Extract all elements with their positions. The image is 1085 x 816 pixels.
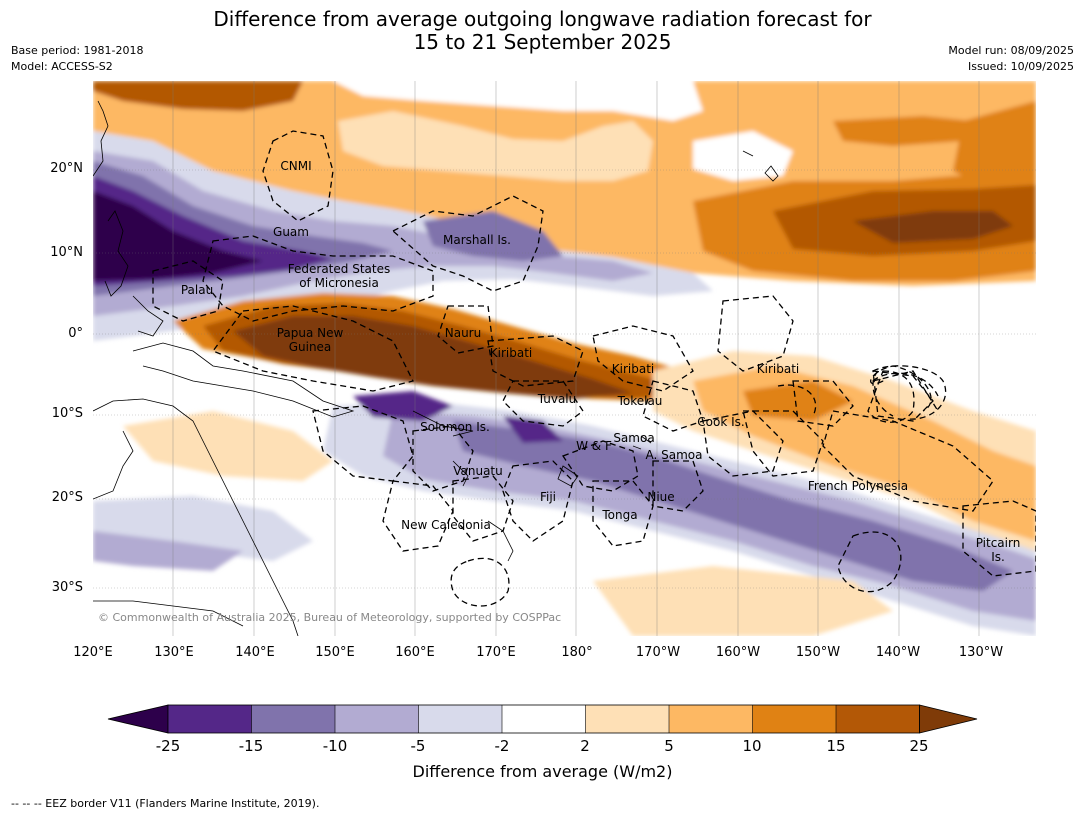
meta-right: Model run: 08/09/2025 Issued: 10/09/2025 xyxy=(948,43,1074,75)
colorbar-tick-2: 2 xyxy=(580,737,590,755)
colorbar-bin-4 xyxy=(418,705,502,733)
label-marshall-is: Marshall Is. xyxy=(443,233,511,247)
coastlines xyxy=(93,100,779,636)
label-guam: Guam xyxy=(273,225,309,239)
colorbar-min-extension xyxy=(107,704,169,734)
region-labels: CNMI Guam Marshall Is. Federated States … xyxy=(181,159,1020,564)
x-tick-150w: 150°W xyxy=(795,645,841,660)
label-png-line1: Papua New xyxy=(277,326,344,340)
colorbar-bin-3 xyxy=(335,705,419,733)
x-tick-160w: 160°W xyxy=(715,645,761,660)
model-run: Model run: 08/09/2025 xyxy=(948,44,1074,57)
colorbar-label: Difference from average (W/m2) xyxy=(412,762,673,781)
colorbar-tick-25: 25 xyxy=(909,737,929,755)
colorbar-bin-5 xyxy=(502,705,586,733)
title-line-1: Difference from average outgoing longwav… xyxy=(213,7,872,31)
label-french-polynesia: French Polynesia xyxy=(808,479,908,493)
label-fsm-line1: Federated States xyxy=(288,262,390,276)
colorbar-bin-7 xyxy=(669,705,753,733)
eez-border-note: -- -- -- EEZ border V11 (Flanders Marine… xyxy=(11,797,320,810)
x-tick-170e: 170°E xyxy=(476,645,516,660)
colorbar-tick-minus15: -15 xyxy=(238,737,264,755)
label-kiribati-east: Kiribati xyxy=(757,362,799,376)
colorbar-max-extension xyxy=(919,704,978,734)
label-tokelau: Tokelau xyxy=(617,394,663,408)
copyright-notice: © Commonwealth of Australia 2025, Bureau… xyxy=(98,611,561,624)
label-cook-is: Cook Is. xyxy=(697,415,744,429)
label-png-line2: Guinea xyxy=(289,340,332,354)
map-title: Difference from average outgoing longwav… xyxy=(0,8,1085,54)
label-nauru: Nauru xyxy=(445,326,481,340)
issued-date: Issued: 10/09/2025 xyxy=(967,60,1074,73)
colorbar-tick-minus2: -2 xyxy=(494,737,510,755)
x-tick-150e: 150°E xyxy=(315,645,355,660)
label-kiribati-west: Kiribati xyxy=(490,346,532,360)
label-american-samoa: A. Samoa xyxy=(646,448,703,462)
colorbar-bin-8 xyxy=(752,705,836,733)
label-fsm-line2: of Micronesia xyxy=(299,276,379,290)
colorbar-bin-2 xyxy=(251,705,335,733)
colorbar-bin-9 xyxy=(836,705,920,733)
label-fiji: Fiji xyxy=(540,490,556,504)
label-solomon-is: Solomon Is. xyxy=(420,420,490,434)
colorbar-tick-minus25: -25 xyxy=(155,737,181,755)
colorbar-tick-10: 10 xyxy=(742,737,762,755)
y-tick-10s: 10°S xyxy=(51,406,83,421)
label-kiribati-central: Kiribati xyxy=(612,362,654,376)
y-tick-0: 0° xyxy=(68,326,83,341)
label-pitcairn-line2: Is. xyxy=(991,550,1005,564)
title-line-2: 15 to 21 September 2025 xyxy=(413,30,672,54)
model-name: Model: ACCESS-S2 xyxy=(11,60,113,73)
eez-borders xyxy=(152,130,1036,607)
label-pitcairn-line1: Pitcairn xyxy=(976,536,1021,550)
x-tick-130w: 130°W xyxy=(958,645,1004,660)
colorbar xyxy=(107,704,978,734)
colorbar-tick-5: 5 xyxy=(664,737,674,755)
label-vanuatu: Vanuatu xyxy=(453,464,503,478)
olr-anomaly-map: © Commonwealth of Australia 2025, Bureau… xyxy=(93,81,1036,636)
y-tick-20n: 20°N xyxy=(50,161,83,176)
colorbar-bin-6 xyxy=(585,705,669,733)
base-period: Base period: 1981-2018 xyxy=(11,44,144,57)
x-tick-140e: 140°E xyxy=(235,645,275,660)
anomaly-field xyxy=(93,81,1036,636)
x-tick-170w: 170°W xyxy=(635,645,681,660)
y-tick-20s: 20°S xyxy=(51,490,83,505)
colorbar-bin-1 xyxy=(168,705,252,733)
x-tick-180: 180° xyxy=(561,645,593,660)
label-niue: Niue xyxy=(647,490,674,504)
label-palau: Palau xyxy=(181,283,213,297)
colorbar-tick-minus10: -10 xyxy=(322,737,348,755)
label-tuvalu: Tuvalu xyxy=(537,392,577,406)
meta-left: Base period: 1981-2018 Model: ACCESS-S2 xyxy=(11,43,143,75)
x-tick-120e: 120°E xyxy=(73,645,113,660)
y-tick-10n: 10°N xyxy=(50,245,83,260)
y-tick-30s: 30°S xyxy=(51,580,83,595)
label-wallis-futuna: W & F xyxy=(576,439,612,453)
x-tick-160e: 160°E xyxy=(395,645,435,660)
label-new-caledonia: New Caledonia xyxy=(401,518,491,532)
label-samoa: Samoa xyxy=(613,431,654,445)
label-tonga: Tonga xyxy=(601,508,637,522)
colorbar-tick-minus5: -5 xyxy=(410,737,426,755)
colorbar-tick-15: 15 xyxy=(826,737,846,755)
label-cnmi: CNMI xyxy=(280,159,311,173)
x-tick-130e: 130°E xyxy=(154,645,194,660)
x-tick-140w: 140°W xyxy=(875,645,921,660)
